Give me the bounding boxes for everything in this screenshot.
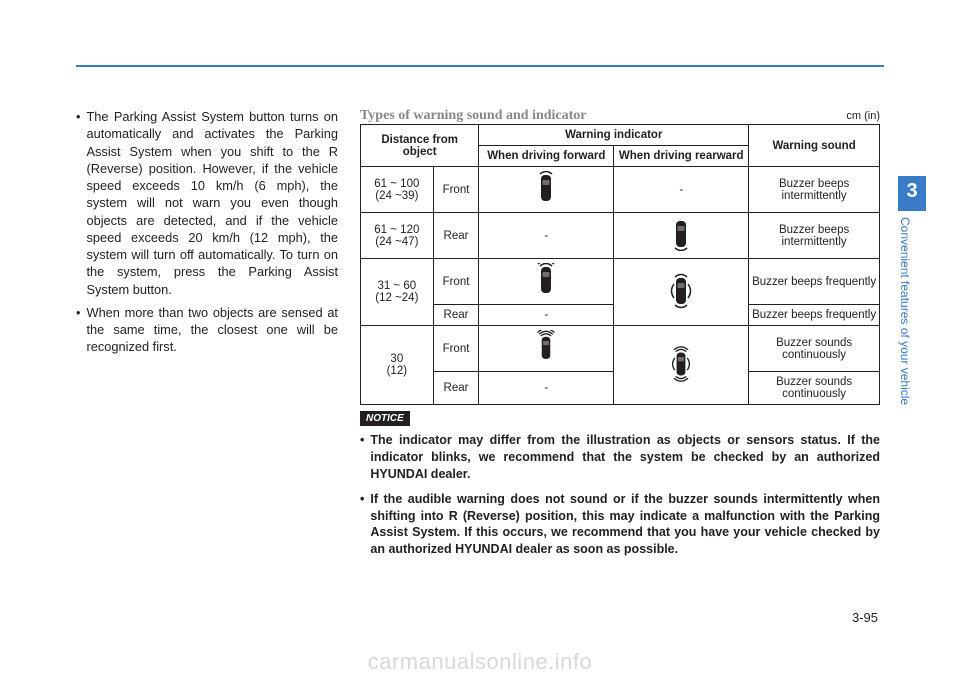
cell-distance: 61 ~ 100 (24 ~39) <box>361 167 434 213</box>
chapter-title: Convenient features of your vehicle <box>898 211 912 441</box>
body-text: When more than two objects are sensed at… <box>86 304 338 356</box>
list-item: • The indicator may differ from the illu… <box>360 432 880 483</box>
cell-position: Rear <box>433 213 479 259</box>
car-both-close-icon <box>666 339 696 389</box>
page-content: • The Parking Assist System button turns… <box>76 108 884 638</box>
car-front-mid-icon <box>535 263 557 297</box>
chapter-number: 3 <box>898 176 926 211</box>
cell-fwd-icon <box>479 326 614 372</box>
cell-fwd-icon <box>479 167 614 213</box>
cell-sound: Buzzer beeps frequently <box>749 259 880 305</box>
cell-position: Front <box>433 167 479 213</box>
bullet-dot: • <box>76 108 80 298</box>
cell-sound: Buzzer beeps intermittently <box>749 213 880 259</box>
cell-position: Rear <box>433 372 479 405</box>
car-rear-near-icon <box>670 217 692 251</box>
list-item: • If the audible warning does not sound … <box>360 491 880 559</box>
list-item: • The Parking Assist System button turns… <box>76 108 338 298</box>
cell-rwd: - <box>614 167 749 213</box>
chapter-tab: 3 Convenient features of your vehicle <box>898 176 926 436</box>
bullet-dot: • <box>360 432 364 483</box>
cell-distance: 30 (12) <box>361 326 434 405</box>
th-distance: Distance from object <box>361 125 479 167</box>
notice-list: • The indicator may differ from the illu… <box>360 432 880 558</box>
page-number: 3-95 <box>852 610 878 625</box>
right-column: Types of warning sound and indicator cm … <box>360 108 880 638</box>
car-both-mid-icon <box>666 266 696 316</box>
bullet-dot: • <box>360 491 364 559</box>
cell-sound: Buzzer beeps intermittently <box>749 167 880 213</box>
cell-position: Rear <box>433 305 479 326</box>
left-column: • The Parking Assist System button turns… <box>76 108 338 638</box>
car-front-near-icon <box>535 171 557 205</box>
car-front-close-icon <box>535 330 557 364</box>
cell-fwd-icon <box>479 259 614 305</box>
cell-fwd: - <box>479 305 614 326</box>
th-sound: Warning sound <box>749 125 880 167</box>
notice-text: If the audible warning does not sound or… <box>370 491 880 559</box>
cell-fwd: - <box>479 213 614 259</box>
cell-rwd-icon <box>614 259 749 326</box>
th-rearward: When driving rearward <box>614 146 749 167</box>
cell-sound: Buzzer sounds continuously <box>749 326 880 372</box>
cell-sound: Buzzer beeps frequently <box>749 305 880 326</box>
cell-position: Front <box>433 259 479 305</box>
th-indicator: Warning indicator <box>479 125 749 146</box>
watermark: carmanualsonline.info <box>0 649 960 675</box>
cell-rwd-icon <box>614 213 749 259</box>
cell-sound: Buzzer sounds continuously <box>749 372 880 405</box>
notice-text: The indicator may differ from the illust… <box>370 432 880 483</box>
warning-table: Distance from object Warning indicator W… <box>360 124 880 405</box>
list-item: • When more than two objects are sensed … <box>76 304 338 356</box>
cell-distance: 61 ~ 120 (24 ~47) <box>361 213 434 259</box>
cell-rwd-icon <box>614 326 749 405</box>
cell-distance: 31 ~ 60 (12 ~24) <box>361 259 434 326</box>
th-forward: When driving forward <box>479 146 614 167</box>
bullet-dot: • <box>76 304 80 356</box>
cell-fwd: - <box>479 372 614 405</box>
cell-position: Front <box>433 326 479 372</box>
notice-label: NOTICE <box>360 411 410 426</box>
header-rule <box>76 65 884 67</box>
body-text: The Parking Assist System button turns o… <box>86 108 338 298</box>
